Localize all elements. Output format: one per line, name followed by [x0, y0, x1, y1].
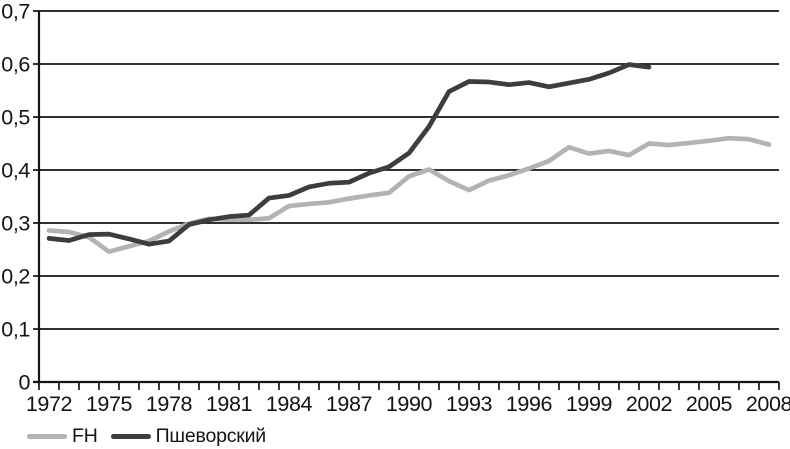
x-tick-label: 1984 [266, 392, 313, 416]
legend-label-przeworski: Пшеворский [155, 425, 267, 447]
x-tick-label: 1981 [206, 392, 252, 416]
x-tick-label: 2002 [626, 392, 672, 416]
x-tick-label: 1990 [386, 392, 433, 416]
series-line-fh [46, 135, 772, 254]
x-tick-label: 1999 [566, 392, 612, 416]
legend-label-fh: FH [72, 425, 98, 447]
legend-item-fh: FH [27, 425, 98, 448]
x-tick-label: 2008 [746, 392, 790, 416]
legend-item-przeworski: Пшеворский [110, 425, 267, 448]
y-tick-label: 0 [18, 371, 30, 395]
legend-swatch-przeworski [110, 434, 151, 439]
x-tick-label: 1972 [26, 392, 72, 416]
y-tick-label: 0,7 [1, 0, 30, 24]
x-tick-label: 1993 [446, 392, 493, 416]
series-line-przeworski [46, 62, 652, 247]
y-tick-label: 0,4 [1, 159, 30, 183]
y-tick-label: 0,6 [1, 53, 30, 77]
x-tick-label: 1975 [86, 392, 133, 416]
y-tick-label: 0,5 [1, 106, 30, 130]
legend-swatch-fh [27, 434, 67, 439]
x-tick-label: 1987 [326, 392, 372, 416]
x-tick-label: 1978 [146, 392, 193, 416]
y-tick-label: 0,3 [1, 212, 30, 236]
x-tick-label: 2005 [686, 392, 733, 416]
y-tick-label: 0,1 [1, 318, 30, 342]
legend: FH Пшеворский [27, 425, 266, 448]
x-tick-label: 1996 [506, 392, 553, 416]
y-tick-label: 0,2 [1, 265, 30, 289]
